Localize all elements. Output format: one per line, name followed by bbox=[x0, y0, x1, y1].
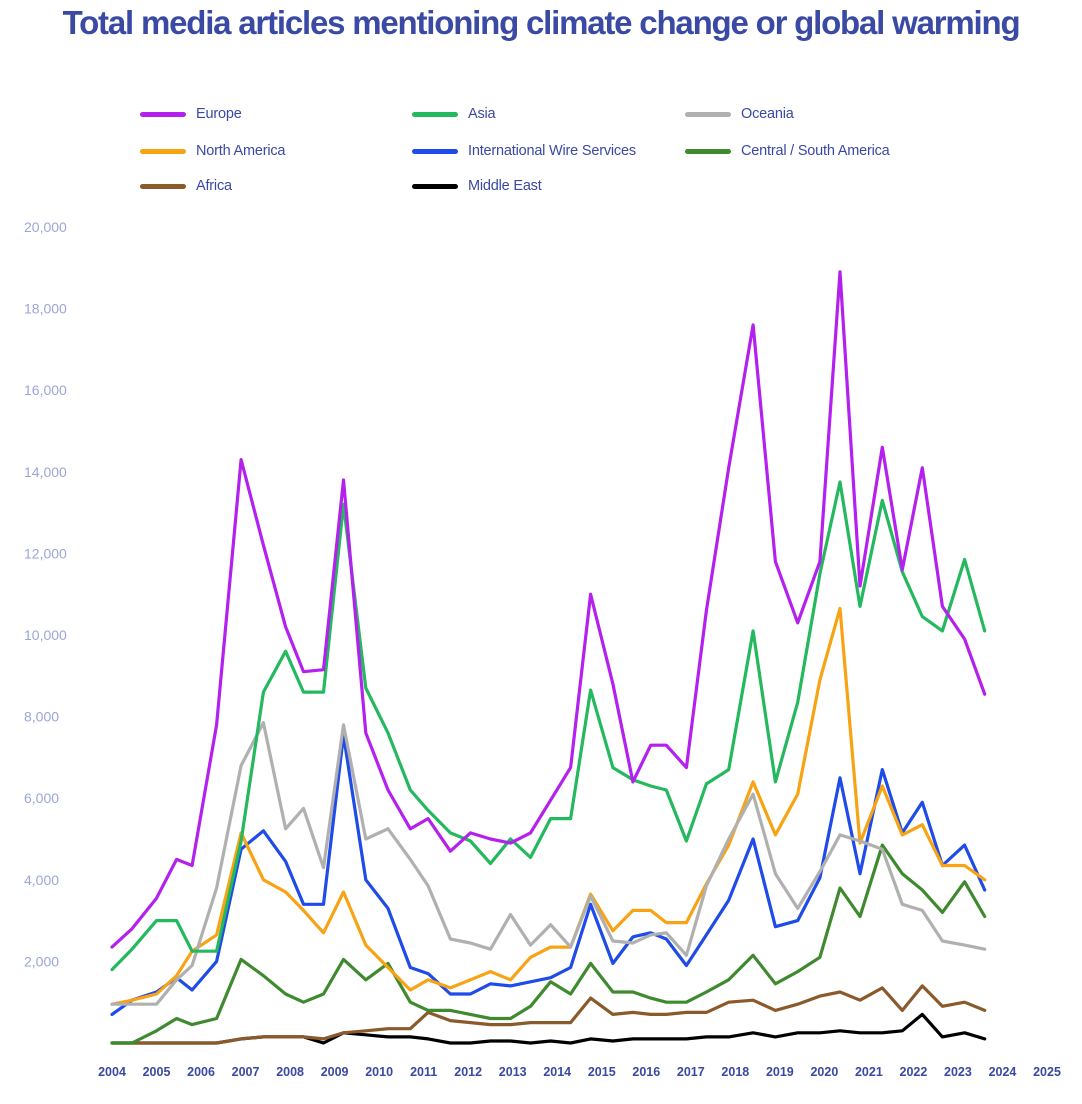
legend-swatch bbox=[685, 111, 731, 117]
legend-label: Africa bbox=[196, 178, 232, 194]
series-line-international-wire-services bbox=[110, 733, 987, 1017]
x-tick-label: 2017 bbox=[677, 1065, 705, 1079]
legend-label: Asia bbox=[468, 106, 496, 122]
chart-title: Total media articles mentioning climate … bbox=[62, 4, 1021, 41]
series-line-asia bbox=[110, 480, 987, 972]
series-lines bbox=[110, 270, 987, 1045]
legend-label: North America bbox=[196, 143, 286, 159]
x-tick-label: 2012 bbox=[454, 1065, 482, 1079]
series-line-africa bbox=[110, 984, 987, 1045]
x-tick-label: 2025 bbox=[1033, 1065, 1061, 1079]
x-tick-label: 2005 bbox=[143, 1065, 171, 1079]
legend-label: Europe bbox=[196, 106, 242, 122]
x-tick-label: 2007 bbox=[232, 1065, 260, 1079]
legend-item: International Wire Services bbox=[412, 141, 636, 161]
series-line-europe bbox=[110, 270, 987, 949]
x-tick-label: 2014 bbox=[543, 1065, 571, 1079]
legend-item: Oceania bbox=[685, 104, 794, 124]
y-tick-label: 20,000 bbox=[24, 219, 67, 235]
legend-label: Middle East bbox=[468, 178, 542, 194]
legend-swatch bbox=[412, 111, 458, 117]
x-tick-label: 2023 bbox=[944, 1065, 972, 1079]
x-tick-label: 2016 bbox=[632, 1065, 660, 1079]
x-tick-label: 2004 bbox=[98, 1065, 126, 1079]
x-tick-label: 2009 bbox=[321, 1065, 349, 1079]
legend-item: Central / South America bbox=[685, 141, 890, 161]
legend-swatch bbox=[412, 183, 458, 189]
legend-swatch bbox=[685, 148, 731, 154]
x-tick-label: 2021 bbox=[855, 1065, 883, 1079]
x-tick-label: 2019 bbox=[766, 1065, 794, 1079]
legend-label: Oceania bbox=[741, 106, 794, 122]
y-tick-label: 14,000 bbox=[24, 464, 67, 480]
x-tick-label: 2022 bbox=[900, 1065, 928, 1079]
legend-item: Middle East bbox=[412, 176, 542, 196]
legend-label: International Wire Services bbox=[468, 143, 636, 159]
legend-item: Asia bbox=[412, 104, 496, 124]
y-tick-label: 18,000 bbox=[24, 301, 67, 317]
x-tick-label: 2013 bbox=[499, 1065, 527, 1079]
y-tick-label: 16,000 bbox=[24, 382, 67, 398]
x-tick-label: 2015 bbox=[588, 1065, 616, 1079]
x-tick-label: 2024 bbox=[989, 1065, 1017, 1079]
y-tick-label: 8,000 bbox=[24, 709, 59, 725]
x-tick-label: 2008 bbox=[276, 1065, 304, 1079]
legend-swatch bbox=[412, 148, 458, 154]
legend-item: Africa bbox=[140, 176, 232, 196]
x-tick-label: 2010 bbox=[365, 1065, 393, 1079]
x-axis: 2004 2005 2006 2007 2008 2009 2010 2011 2012 2013… bbox=[98, 1065, 1061, 1079]
y-tick-label: 2,000 bbox=[24, 953, 59, 969]
legend-swatch bbox=[140, 148, 186, 154]
series-line-oceania bbox=[110, 721, 987, 1006]
legend-item: Europe bbox=[140, 104, 242, 124]
x-tick-label: 2018 bbox=[721, 1065, 749, 1079]
y-tick-label: 10,000 bbox=[24, 627, 67, 643]
legend-item: North America bbox=[140, 141, 285, 161]
y-tick-label: 4,000 bbox=[24, 872, 59, 888]
series-line-central-south-america bbox=[110, 843, 987, 1045]
y-axis: 2,000 4,000 6,000 8,000 10,000 12,000 14,000 16… bbox=[24, 219, 67, 969]
y-tick-label: 6,000 bbox=[24, 790, 59, 806]
legend-swatch bbox=[140, 183, 186, 189]
x-tick-label: 2006 bbox=[187, 1065, 215, 1079]
legend-swatch bbox=[140, 111, 186, 117]
legend-label: Central / South America bbox=[741, 143, 890, 159]
x-tick-label: 2011 bbox=[410, 1065, 437, 1079]
series-line-north-america bbox=[110, 606, 987, 1006]
x-tick-label: 2020 bbox=[810, 1065, 838, 1079]
y-tick-label: 12,000 bbox=[24, 545, 67, 561]
